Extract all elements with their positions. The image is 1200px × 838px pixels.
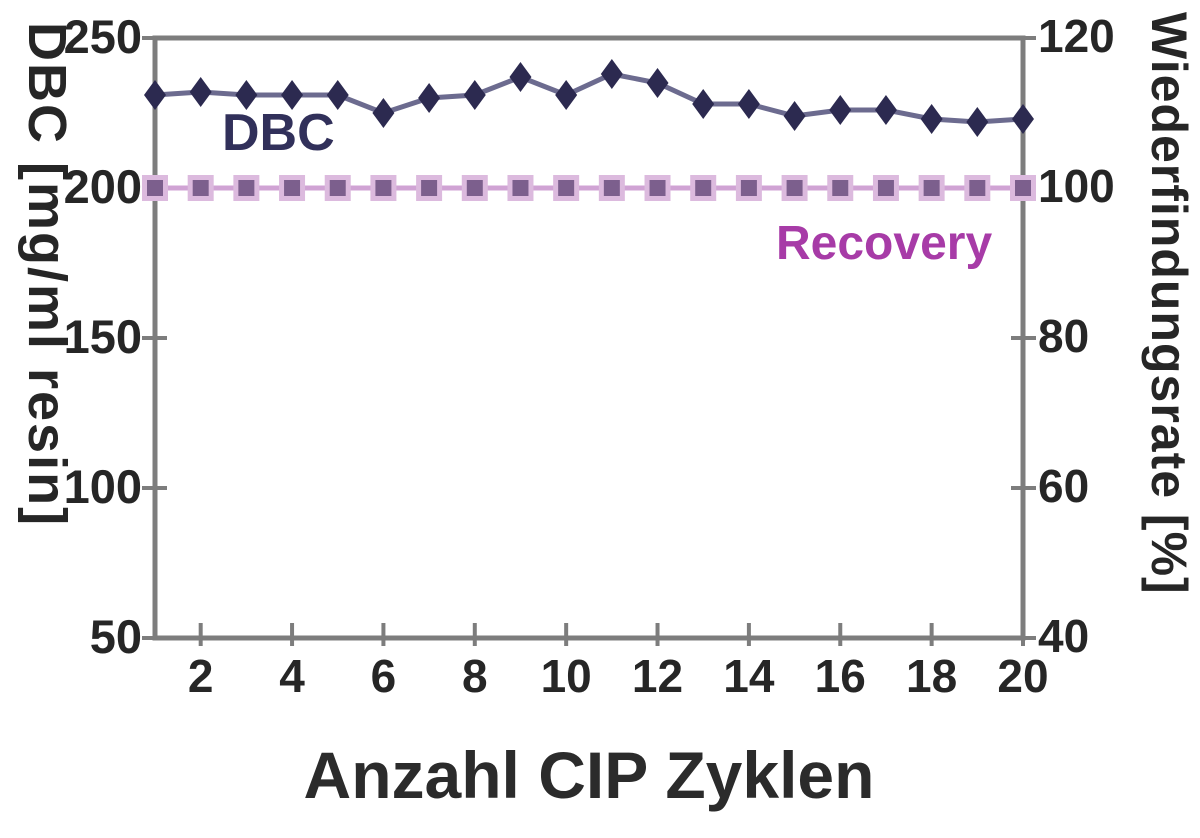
right-axis-tick-label: 100 [1038,160,1115,212]
right-axis-tick-label: 40 [1038,610,1090,662]
right-axis-tick-label: 60 [1038,460,1090,512]
right-axis-tick-label: 120 [1038,10,1115,62]
x-axis-tick-label: 2 [187,650,214,702]
series-label-dbc: DBC [222,104,335,162]
left-axis-title: DBC [mg/ml resin] [17,22,77,528]
x-axis-tick-label: 20 [997,650,1049,702]
x-axis-tick-label: 12 [631,650,684,702]
x-axis-tick-label: 8 [461,650,488,702]
right-axis-tick-label: 80 [1038,310,1090,362]
left-axis-tick-label: 150 [63,310,142,363]
left-axis-tick-label: 50 [89,610,142,663]
x-axis-tick-label: 4 [279,650,305,702]
left-axis-tick-label: 200 [63,160,142,213]
x-axis-tick-label: 18 [906,650,958,702]
x-axis-tick-label: 10 [540,650,592,702]
left-axis-tick-label: 250 [63,10,142,63]
series-label-recovery: Recovery [776,217,993,270]
x-axis-tick-label: 6 [370,650,397,702]
left-axis-tick-label: 100 [63,460,142,513]
x-axis-tick-label: 14 [723,650,775,702]
x-axis-tick-label: 16 [814,650,866,702]
x-axis-title: Anzahl CIP Zyklen [303,738,875,812]
